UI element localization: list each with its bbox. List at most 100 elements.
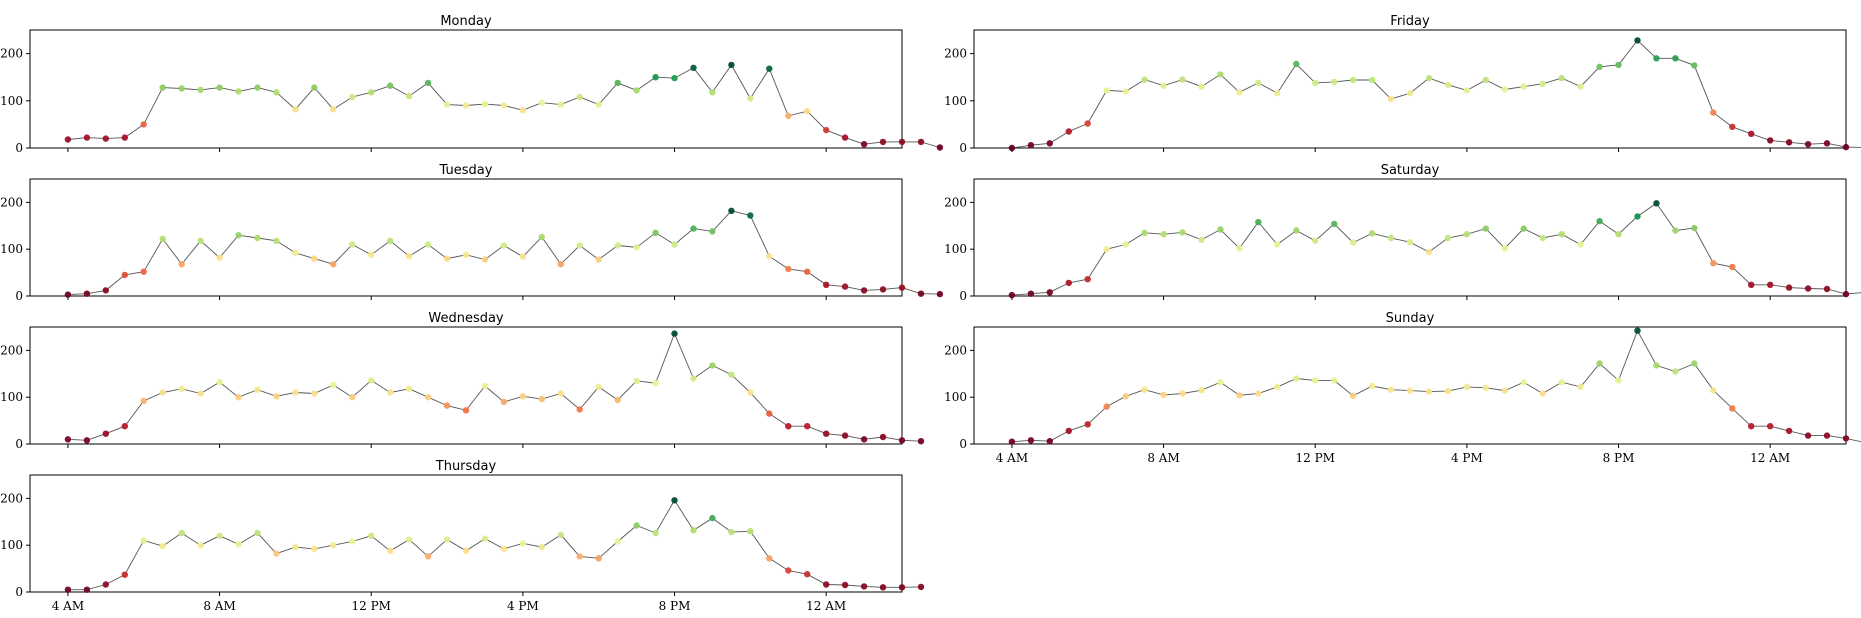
- data-point: [1804, 141, 1812, 148]
- data-point: [1065, 279, 1073, 287]
- data-point: [254, 386, 261, 393]
- data-point: [424, 394, 432, 401]
- data-point: [1008, 144, 1016, 152]
- data-point: [1255, 79, 1262, 87]
- data-point: [1463, 87, 1471, 94]
- data-point: [519, 253, 527, 260]
- panel-thursday: Thursday 0 100 200 4 AM 8 AM 12 PM 4 PM 8 PM 12 A…: [0, 459, 925, 613]
- data-point: [1406, 90, 1414, 97]
- data-point: [804, 571, 811, 578]
- data-point: [1748, 423, 1755, 430]
- data-point: [1008, 291, 1016, 299]
- data-point: [500, 545, 508, 553]
- data-point: [1198, 236, 1205, 243]
- data-point: [557, 390, 564, 397]
- data-point: [1767, 423, 1774, 430]
- data-point: [860, 141, 868, 148]
- data-point: [1217, 379, 1224, 386]
- data-point: [292, 389, 299, 396]
- data-point: [349, 394, 356, 401]
- data-point: [1672, 368, 1679, 375]
- data-point: [1349, 239, 1357, 246]
- data-point: [481, 256, 489, 263]
- data-point: [1558, 379, 1565, 386]
- data-point: [405, 385, 413, 392]
- data-point: [1160, 391, 1167, 399]
- data-point: [1027, 437, 1035, 444]
- data-point: [1691, 360, 1698, 367]
- y-tick-label: 0: [15, 289, 23, 303]
- x-tick-label: 8 AM: [203, 599, 235, 613]
- data-point: [330, 106, 337, 113]
- data-point: [481, 100, 489, 108]
- data-point: [311, 390, 318, 397]
- data-point: [519, 107, 527, 114]
- data-point: [1842, 290, 1850, 298]
- data-point: [709, 89, 716, 96]
- data-point: [273, 89, 280, 96]
- data-point: [747, 95, 754, 102]
- data-point: [1823, 285, 1831, 293]
- data-point: [1577, 83, 1584, 90]
- data-point: [292, 543, 299, 551]
- data-point: [860, 287, 868, 294]
- data-point: [178, 529, 185, 537]
- data-point: [690, 225, 697, 232]
- data-point: [804, 268, 811, 275]
- data-point: [1312, 79, 1319, 87]
- data-point: [1501, 86, 1509, 93]
- data-point: [728, 528, 735, 536]
- data-point: [519, 540, 527, 547]
- data-point: [1046, 438, 1054, 445]
- data-point: [917, 290, 925, 297]
- data-point: [917, 583, 925, 591]
- data-point: [898, 437, 906, 444]
- data-point: [709, 514, 716, 522]
- data-point: [1331, 377, 1338, 384]
- data-point: [1293, 227, 1300, 234]
- data-point: [1122, 88, 1129, 95]
- data-point: [443, 536, 451, 543]
- data-point: [273, 393, 280, 400]
- data-point: [424, 79, 432, 87]
- data-point: [823, 430, 830, 437]
- data-point: [235, 88, 242, 95]
- data-point: [576, 93, 583, 101]
- data-point: [1406, 239, 1414, 246]
- data-point: [1596, 360, 1603, 367]
- x-tick-label: 4 AM: [52, 599, 84, 613]
- data-point: [1501, 245, 1509, 252]
- data-point: [1577, 383, 1584, 391]
- data-point: [936, 290, 944, 298]
- data-point: [1691, 224, 1698, 232]
- data-point: [898, 138, 906, 146]
- data-point: [860, 583, 868, 590]
- data-point: [595, 101, 602, 108]
- data-point: [709, 362, 716, 369]
- data-point: [368, 377, 375, 384]
- data-point: [1520, 83, 1527, 90]
- data-point: [1615, 231, 1622, 238]
- data-point: [1179, 390, 1186, 397]
- data-point: [785, 112, 792, 120]
- data-point: [500, 398, 508, 406]
- data-point: [273, 237, 280, 244]
- data-point: [1122, 393, 1129, 400]
- data-point: [671, 497, 678, 504]
- data-point: [766, 253, 773, 260]
- x-tick-label: 12 AM: [806, 599, 846, 613]
- axes-frame: [29, 326, 903, 445]
- data-point: [1217, 71, 1224, 78]
- data-point: [1482, 384, 1490, 391]
- y-tick-label: 200: [944, 195, 967, 209]
- panel-title: Saturday: [1381, 163, 1440, 178]
- x-tick-label: 8 PM: [659, 599, 691, 613]
- data-point: [1274, 90, 1281, 97]
- data-point: [424, 241, 432, 248]
- data-point: [311, 545, 318, 553]
- data-point: [292, 106, 299, 113]
- data-point: [1027, 142, 1035, 149]
- data-point: [1653, 55, 1660, 62]
- data-point: [1331, 220, 1338, 228]
- data-point: [500, 242, 508, 249]
